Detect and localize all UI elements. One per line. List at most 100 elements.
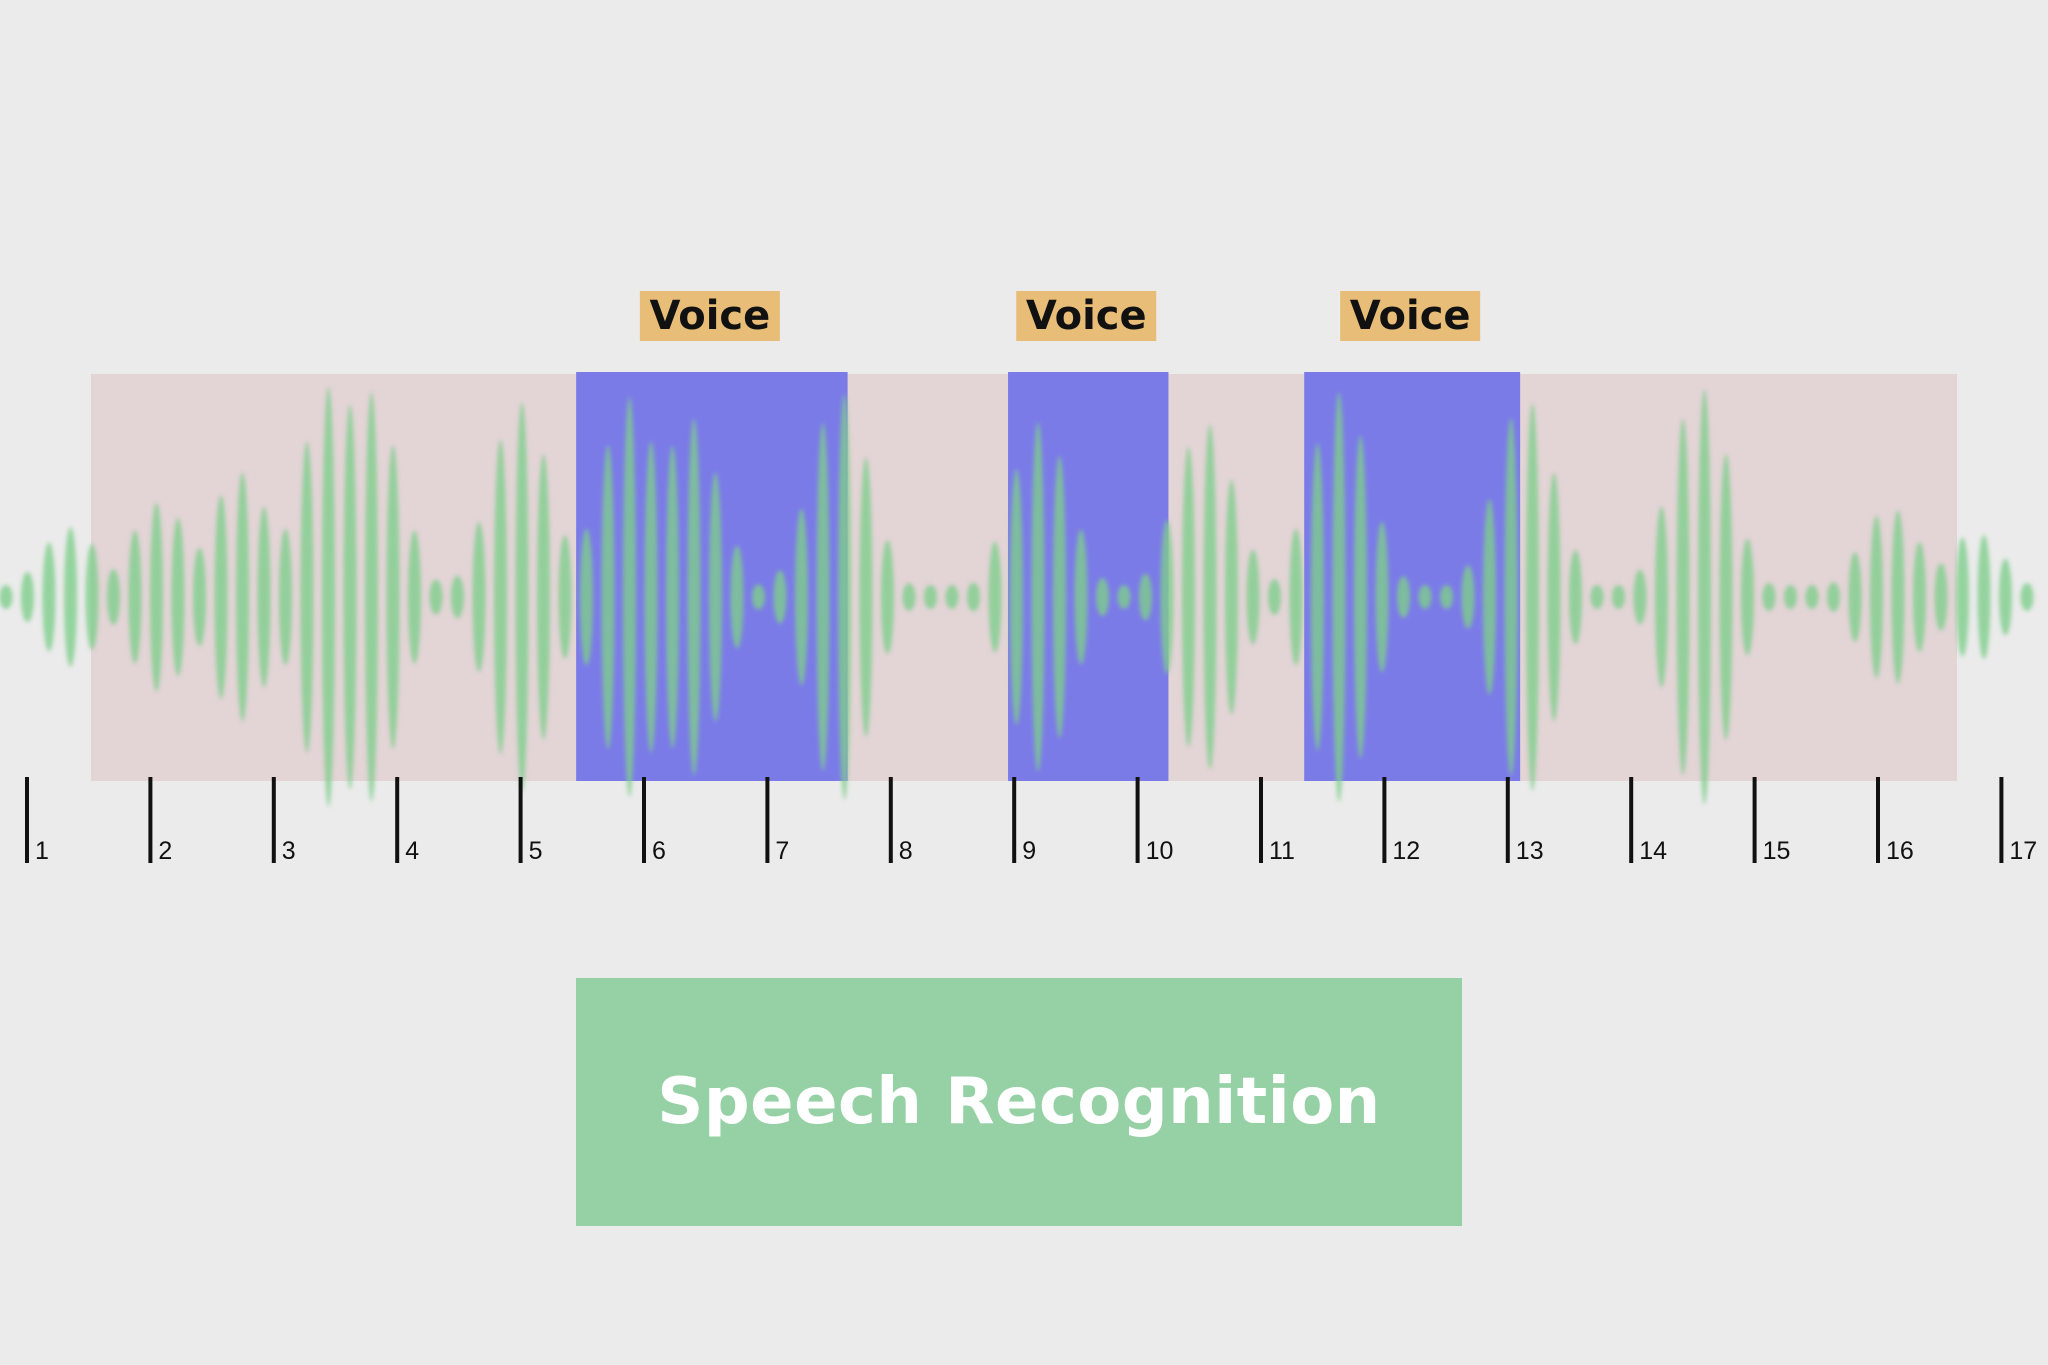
waveform-bar — [494, 439, 507, 755]
waveform-bar — [1354, 435, 1367, 759]
timeline-tick-label: 15 — [1763, 837, 1791, 865]
waveform-bar — [300, 441, 314, 753]
voice-label-2: Voice — [1026, 293, 1147, 339]
waveform-bar — [988, 541, 1002, 653]
waveform-bar — [1053, 455, 1066, 739]
waveform-bar — [1655, 506, 1668, 688]
waveform-bar — [1289, 528, 1303, 666]
timeline-tick-label: 16 — [1886, 837, 1914, 865]
timeline-tick-label: 1 — [35, 837, 49, 865]
timeline-tick-label: 10 — [1146, 837, 1174, 865]
waveform-bar — [1870, 515, 1883, 679]
waveform-bar — [1182, 447, 1195, 747]
waveform-bar — [1397, 576, 1410, 618]
waveform-bar — [1117, 585, 1131, 609]
waveform-bar — [1074, 529, 1088, 665]
timeline-tick-label: 3 — [282, 837, 296, 865]
waveform-bar — [1483, 499, 1496, 695]
timeline-tick-label: 6 — [652, 837, 666, 865]
waveform-bar — [1461, 565, 1475, 629]
waveform-bar — [1096, 577, 1109, 617]
waveform-bar — [21, 571, 34, 623]
waveform-bar — [1332, 392, 1346, 802]
waveform-bar — [1569, 549, 1582, 645]
waveform-bar — [85, 543, 99, 651]
waveform-bar — [1612, 585, 1625, 609]
voice-label-bg-1 — [639, 291, 780, 341]
waveform-bar — [1977, 534, 1991, 660]
waveform-bar — [386, 445, 400, 749]
waveform-bar — [773, 570, 787, 624]
timeline-tick-label: 12 — [1392, 837, 1420, 865]
waveform-bar — [2020, 583, 2034, 611]
waveform-bar — [1805, 585, 1819, 609]
waveform-bar — [838, 394, 851, 800]
waveform-bar — [881, 539, 894, 655]
waveform-bar — [795, 508, 808, 686]
waveform-bar — [1526, 403, 1539, 791]
timeline-tick-label: 8 — [899, 837, 913, 865]
waveform-bar — [1375, 521, 1389, 673]
voice-label-bg-2 — [1016, 291, 1157, 341]
waveform-bar — [1934, 563, 1948, 631]
waveform-bar — [1268, 579, 1281, 615]
waveform-bar — [451, 575, 464, 619]
audio-waveform — [0, 387, 2034, 807]
waveform-bar — [214, 495, 228, 699]
waveform-bar — [1784, 585, 1797, 609]
waveform-bar — [150, 502, 163, 692]
timeline-tick-label: 2 — [158, 837, 172, 865]
waveform-bar — [601, 445, 615, 749]
waveform-bar — [945, 585, 959, 609]
waveform-bar — [859, 457, 873, 737]
waveform-bar — [558, 535, 572, 659]
waveform-bar — [0, 585, 13, 609]
waveform-bar — [537, 454, 550, 740]
voice-label-3: Voice — [1350, 293, 1471, 339]
waveform-bar — [343, 404, 357, 790]
waveform-bar — [429, 579, 443, 615]
waveform-bar — [580, 528, 593, 666]
timeline-tick-label: 5 — [529, 837, 543, 865]
timeline-tick-label: 7 — [775, 837, 789, 865]
waveform-bar — [322, 387, 335, 807]
voice-label-bg-3 — [1340, 291, 1481, 341]
waveform-bar — [687, 418, 701, 776]
waveform-bar — [171, 517, 185, 677]
waveform-bar — [236, 472, 249, 722]
timeline-tick-label: 4 — [405, 837, 419, 865]
waveform-bar — [515, 402, 529, 792]
waveform-bar — [193, 547, 206, 647]
timeline-tick-label: 14 — [1639, 837, 1667, 865]
waveform-bar — [365, 392, 378, 802]
timeline-tick-label: 9 — [1022, 837, 1036, 865]
waveform-bar — [924, 585, 937, 609]
waveform-bar — [1698, 389, 1711, 805]
waveform-bar — [1913, 542, 1926, 652]
waveform-bar — [1031, 422, 1045, 772]
waveform-bar — [107, 569, 120, 625]
waveform-bar — [408, 530, 421, 664]
waveform-bar — [472, 521, 486, 673]
waveform-bar — [1956, 537, 1969, 657]
waveform-bar — [1010, 469, 1023, 725]
waveform-bar — [1590, 585, 1604, 609]
speech-recognition-box: Speech Recognition — [576, 978, 1462, 1226]
waveform-bar — [1999, 558, 2012, 636]
waveform-bar — [752, 584, 765, 610]
waveform-bar — [1203, 424, 1217, 770]
waveform-bar — [1160, 519, 1174, 675]
waveform-bar — [1719, 453, 1733, 741]
waveform-bar — [42, 542, 56, 652]
waveform-bar — [1225, 479, 1238, 715]
waveform-bar — [1827, 582, 1840, 612]
waveform-bar — [1139, 573, 1152, 621]
waveform-bar — [902, 583, 916, 611]
speech-recognition-label: Speech Recognition — [657, 1065, 1381, 1139]
waveform-bar — [128, 530, 142, 664]
waveform-bar — [1418, 585, 1432, 609]
waveform-bar — [967, 582, 980, 612]
voice-labels: Voice Voice Voice — [639, 291, 1481, 341]
waveform-bar — [1504, 418, 1518, 776]
